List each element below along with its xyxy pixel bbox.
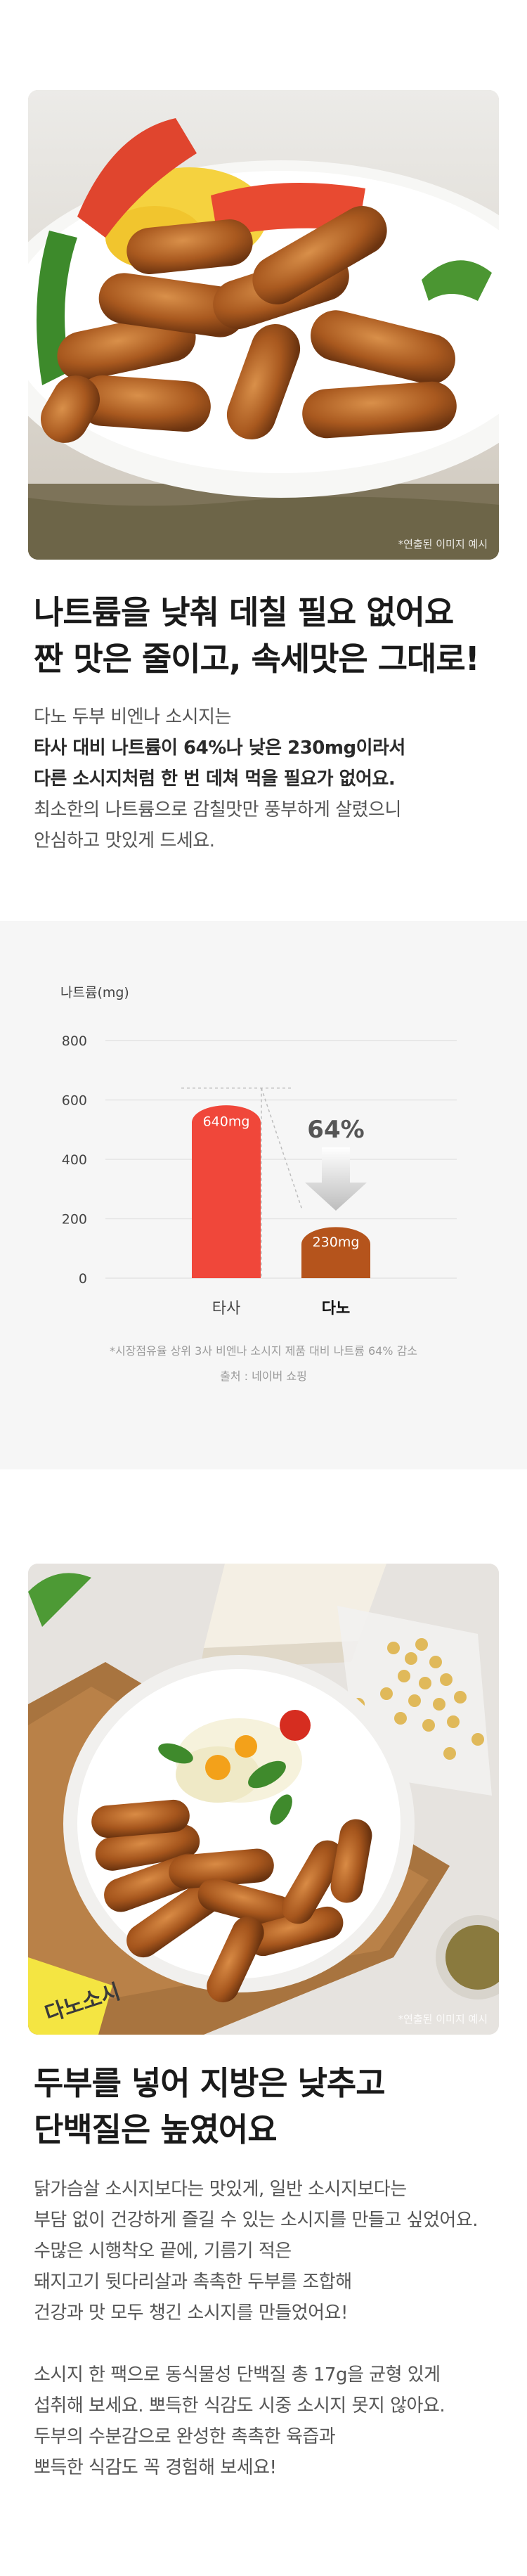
body-line <box>34 2329 478 2359</box>
chart-footnote: *시장점유율 상위 3사 비엔나 소시지 제품 대비 나트륨 64% 감소 <box>109 1344 418 1358</box>
x-category-label: 다노 <box>322 1300 350 1318</box>
body-line: 섭취해 보세요. 뽀득한 식감도 시중 소시지 못지 않아요. <box>34 2395 445 2416</box>
body-line: 닭가슴살 소시지보다는 맛있게, 일반 소시지보다는 <box>34 2179 407 2200</box>
headline2-line-1: 두부를 넣어 지방은 낮추고 <box>34 2064 386 2102</box>
y-tick-label: 800 <box>62 1033 87 1049</box>
y-tick-label: 0 <box>79 1271 87 1287</box>
body-line: 안심하고 맛있게 드세요. <box>34 830 215 851</box>
body-line: 부담 없이 건강하게 즐길 수 있는 소시지를 만들고 싶었어요. <box>34 2210 478 2231</box>
y-axis-label: 나트륨(mg) <box>60 985 129 1000</box>
guide-line-diagonal <box>261 1088 303 1211</box>
y-tick-label: 200 <box>62 1212 87 1228</box>
sausage-tofu-photo: 다노소시 *연출된 이미지 예시 <box>28 1564 499 2035</box>
body-line: 타사 대비 나트륨이 64%나 낮은 230mg이라서 <box>34 738 405 759</box>
bar-competitor <box>192 1105 261 1278</box>
sodium-chart-panel <box>0 921 527 1469</box>
photo-caption-2: *연출된 이미지 예시 <box>398 2013 488 2026</box>
x-category-label: 타사 <box>212 1300 240 1318</box>
reduction-label: 64% <box>307 1116 364 1144</box>
sausage-tofu-illustration: 다노소시 <box>28 1564 499 2035</box>
headline2-line-2: 단백질은 높였어요 <box>34 2111 278 2149</box>
bar-value-label: 640mg <box>203 1114 250 1130</box>
body-line: 최소한의 나트륨으로 감칠맛만 풍부하게 살렸으니 <box>34 799 401 820</box>
body-line: 뽀득한 식감도 꼭 경험해 보세요! <box>34 2457 277 2478</box>
body-line: 소시지 한 팩으로 동식물성 단백질 총 17g을 균형 있게 <box>34 2364 441 2385</box>
sausage-plate-photo: *연출된 이미지 예시 <box>28 90 499 560</box>
body-line: 다노 두부 비엔나 소시지는 <box>34 707 231 728</box>
body-line: 다른 소시지처럼 한 번 데쳐 먹을 필요가 없어요. <box>34 768 396 790</box>
y-tick-label: 400 <box>62 1152 87 1168</box>
headline-line-2: 짠 맛은 줄이고, 속세맛은 그대로! <box>34 640 480 678</box>
photo-caption: *연출된 이미지 예시 <box>398 538 488 550</box>
y-tick-label: 600 <box>62 1093 87 1109</box>
sausage-plate-illustration <box>28 90 499 560</box>
body-line: 두부의 수분감으로 완성한 촉촉한 육즙과 <box>34 2426 336 2447</box>
headline-line-1: 나트륨을 낮춰 데칠 필요 없어요 <box>34 593 454 631</box>
body-line: 돼지고기 뒷다리살과 촉촉한 두부를 조합해 <box>34 2272 352 2293</box>
protein-headline: 두부를 넣어 지방은 낮추고 단백질은 높였어요 <box>34 2060 386 2153</box>
bar-value-label: 230mg <box>313 1235 360 1250</box>
body-line: 건강과 맛 모두 챙긴 소시지를 만들었어요! <box>34 2303 348 2324</box>
body-line: 수많은 시행착오 끝에, 기름기 적은 <box>34 2241 292 2262</box>
sodium-headline: 나트륨을 낮춰 데칠 필요 없어요 짠 맛은 줄이고, 속세맛은 그대로! <box>34 589 480 682</box>
bar-dano <box>301 1227 370 1278</box>
sodium-bar-chart: 나트륨(mg) 800 600 400 200 0 640mg 타사 230mg 다노 64% <box>60 985 457 1318</box>
down-arrow-icon <box>305 1147 367 1211</box>
chart-source: 출처 : 네이버 쇼핑 <box>220 1370 307 1383</box>
